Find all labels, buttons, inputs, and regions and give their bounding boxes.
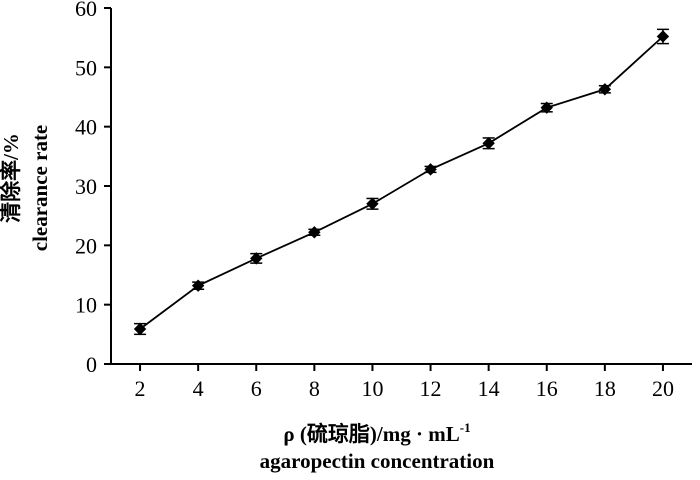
x-tick-label: 16 bbox=[536, 376, 558, 401]
data-point-marker bbox=[598, 83, 612, 96]
data-point-marker bbox=[482, 137, 495, 150]
x-tick-label: 18 bbox=[594, 376, 616, 401]
x-tick-label: 14 bbox=[478, 376, 500, 401]
data-point-marker bbox=[540, 101, 553, 114]
y-tick-label: 20 bbox=[75, 233, 97, 258]
y-tick-label: 10 bbox=[75, 293, 97, 318]
error-bars bbox=[134, 28, 669, 336]
tick-marks bbox=[104, 7, 664, 371]
y-tick-label: 0 bbox=[86, 352, 97, 377]
x-axis-subtitle: agaropectin concentration bbox=[260, 449, 495, 473]
x-tick-label: 2 bbox=[135, 376, 146, 401]
y-tick-label: 30 bbox=[75, 174, 97, 199]
y-tick-label: 50 bbox=[75, 55, 97, 80]
data-point-marker bbox=[250, 252, 263, 265]
data-points bbox=[133, 30, 670, 336]
data-point-marker bbox=[656, 30, 670, 43]
y-axis-subtitle: clearance rate bbox=[28, 125, 52, 252]
data-point-marker bbox=[308, 226, 321, 239]
x-tick-label: 4 bbox=[193, 376, 204, 401]
y-tick-label: 40 bbox=[75, 115, 97, 140]
x-axis-title: ρ (硫琼脂)/mg · mL-1 bbox=[283, 420, 470, 446]
x-tick-label: 12 bbox=[420, 376, 442, 401]
data-point-marker bbox=[424, 163, 437, 176]
x-tick-label: 6 bbox=[251, 376, 262, 401]
series-line bbox=[139, 35, 664, 330]
series-line-path bbox=[139, 35, 664, 330]
x-tick-label: 10 bbox=[361, 376, 383, 401]
x-tick-label: 8 bbox=[309, 376, 320, 401]
x-axis-title-superscript: -1 bbox=[460, 420, 471, 435]
data-point-marker bbox=[191, 279, 205, 292]
data-point-marker bbox=[133, 322, 147, 336]
data-point-marker bbox=[366, 197, 379, 211]
y-tick-label: 60 bbox=[75, 0, 97, 21]
x-tick-label: 20 bbox=[652, 376, 674, 401]
y-axis-title: 清除率/% bbox=[0, 133, 23, 223]
tick-labels: 0 10 20 30 40 50 60 2 4 6 8 10 12 14 16 18 20 bbox=[75, 0, 674, 401]
